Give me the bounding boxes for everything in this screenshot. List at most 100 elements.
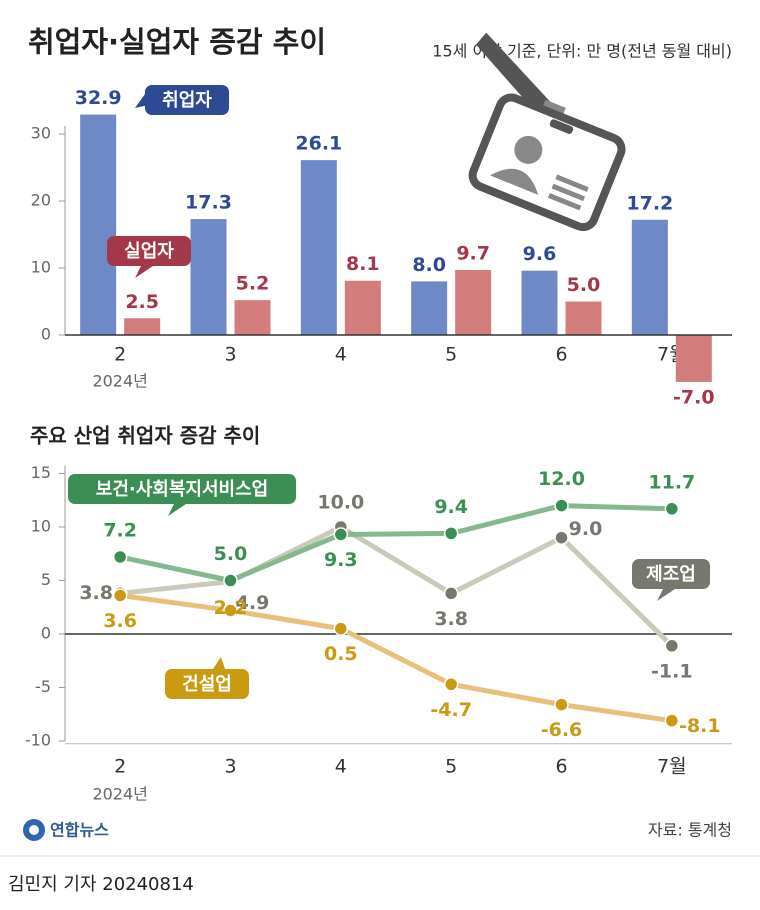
y-tick-label: 30 [31,124,51,143]
value-label: 5.2 [236,273,270,295]
legend-box [145,85,229,115]
x-tick-label: 2 [114,756,126,778]
x-tick-label: 2 [114,344,126,366]
value-label: -8.1 [679,715,721,737]
y-tick-label: 5 [41,570,51,589]
marker [112,588,128,603]
bar [80,114,117,335]
legend-box [68,474,296,504]
marker [333,527,349,542]
value-label: 9.3 [324,549,358,571]
legend-label: 제조업 [646,564,696,585]
marker [443,586,459,601]
marker [554,697,569,712]
x-tick-label: 4 [335,756,347,778]
legend-pointer [213,657,225,669]
value-label: 17.2 [626,192,673,214]
value-label: 26.1 [295,133,342,155]
value-label: 2.2 [214,597,248,619]
legend-pointer [135,94,153,108]
x-year-label: 2024년 [92,785,147,804]
value-label: 4.9 [236,592,270,614]
bar [521,270,558,335]
logo-icon [29,825,39,835]
value-label: 0.5 [324,643,358,665]
value-label: -7.0 [673,386,715,408]
bar [234,300,271,335]
x-tick-label: 3 [224,756,236,778]
chart-title: 주요 산업 취업자 증감 추이 [30,424,260,448]
value-label: 3.8 [434,608,468,630]
legend-label: 건설업 [182,674,232,695]
value-label: 9.4 [434,496,468,518]
marker [664,713,680,728]
legend-box [165,669,249,699]
logo: 연합뉴스 [50,821,109,840]
y-tick-label: 10 [31,258,51,277]
marker [664,638,680,654]
marker [554,530,569,545]
bar [124,318,161,335]
x-tick-label: 5 [445,756,457,778]
value-label: 17.3 [185,192,232,214]
value-label: 32.9 [75,87,122,109]
legend-box [107,236,191,266]
marker [223,603,238,618]
value-label: 8.1 [346,253,380,275]
bar [344,280,381,335]
bar [675,335,712,382]
legend-label: 보건·사회복지서비스업 [96,479,268,500]
value-label: -1.1 [651,660,693,682]
bar [631,219,668,335]
line [119,524,674,648]
marker [112,549,128,565]
x-tick-label: 4 [335,344,347,366]
value-label: 9.6 [523,243,557,265]
badge-icon [468,32,626,232]
y-tick-label: 10 [31,517,51,536]
value-label: 5.0 [567,274,601,296]
legend-box [632,559,710,589]
value-label: 9.7 [456,243,490,265]
line [119,503,672,583]
legend-pointer [135,266,153,278]
bar [300,160,337,335]
source: 자료: 통계청 [648,821,732,840]
legend-label: 취업자 [162,90,212,111]
marker [223,573,238,588]
bar [190,219,227,335]
x-tick-label: 6 [555,756,567,778]
value-label: -4.7 [430,699,472,721]
y-tick-label: -5 [35,677,51,696]
y-tick-label: 0 [41,624,51,643]
value-label: 2.5 [125,291,159,313]
marker [664,501,680,517]
value-label: -6.6 [541,719,583,741]
marker [443,677,459,692]
y-tick-label: 15 [31,463,51,482]
value-label: 10.0 [317,492,364,514]
value-label: 9.0 [569,518,603,540]
chart-title: 취업자·실업자 증감 추이 [28,25,326,59]
x-tick-label: 6 [555,344,567,366]
marker [554,498,569,513]
x-tick-label: 3 [224,344,236,366]
marker [443,526,459,541]
legend-label: 실업자 [124,241,174,262]
value-label: 3.8 [79,582,113,604]
x-tick-label: 7월 [657,756,687,778]
value-label: 3.6 [103,610,137,632]
value-label: 7.2 [103,519,137,541]
value-label: 5.0 [214,543,248,565]
y-tick-label: -10 [25,731,51,750]
x-year-label: 2024년 [92,372,147,391]
value-label: 8.0 [412,254,446,276]
value-label: 12.0 [538,468,585,490]
y-tick-label: 0 [41,325,51,344]
bar [565,301,602,335]
credit: 김민지 기자 20240814 [8,874,194,895]
y-tick-label: 20 [31,191,51,210]
